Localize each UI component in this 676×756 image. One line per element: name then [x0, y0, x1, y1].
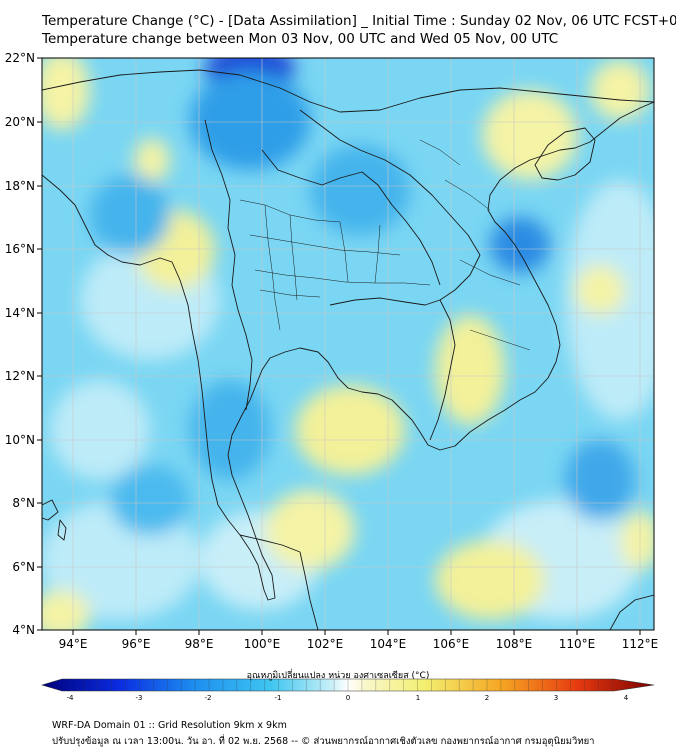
map-title-line1: Temperature Change (°C) - [Data Assimila… — [42, 13, 676, 29]
lat-label-8: 8°N — [12, 496, 35, 510]
footer-update-info: ปรับปรุงข้อมูล ณ เวลา 13:00น. วัน อา. ที… — [52, 736, 595, 747]
lat-label-4: 4°N — [12, 623, 35, 637]
border-malaysia-coast — [299, 551, 319, 630]
lon-label-110: 110°E — [559, 637, 596, 651]
lon-label-98: 98°E — [185, 637, 214, 651]
lat-label-10: 10°N — [5, 433, 35, 447]
lon-label-94: 94°E — [59, 637, 88, 651]
temperature-field — [42, 58, 654, 630]
lon-label-106: 106°E — [433, 637, 470, 651]
colorbar-tick-label-2: 2 — [485, 694, 489, 702]
footer-model-info: WRF-DA Domain 01 :: Grid Resolution 9km … — [52, 720, 287, 731]
lat-label-18: 18°N — [5, 179, 35, 193]
lat-label-20: 20°N — [5, 115, 35, 129]
map-title-line2: Temperature change between Mon 03 Nov, 0… — [42, 31, 559, 47]
coastline-sumatra — [42, 499, 59, 521]
lon-label-96: 96°E — [122, 637, 151, 651]
colorbar-tick-labels: -4 -3 -2 -1 0 1 2 3 4 — [67, 694, 629, 702]
border-thailand-laos — [261, 149, 441, 286]
border-cambodia-vietnam — [429, 299, 456, 441]
coastlines-and-borders — [42, 69, 654, 630]
border-china-north — [42, 69, 654, 113]
colorbar-label: อุณหภูมิเปลี่ยนแปลง หน่วย องศาเซลเซียส (… — [246, 671, 430, 681]
lon-label-100: 100°E — [244, 637, 281, 651]
coastline-mainland — [42, 101, 654, 601]
provinces-thailand — [239, 199, 431, 331]
colorbar-tick-label-4: 4 — [624, 694, 629, 702]
lon-ticks — [72, 630, 641, 635]
lat-label-14: 14°N — [5, 306, 35, 320]
lat-label-16: 16°N — [5, 242, 35, 256]
colorbar-tick-label-neg4: -4 — [67, 694, 75, 702]
lon-label-102: 102°E — [307, 637, 344, 651]
lon-label-108: 108°E — [496, 637, 533, 651]
colorbar-tick-label-1: 1 — [416, 694, 420, 702]
lat-label-12: 12°N — [5, 369, 35, 383]
lat-label-6: 6°N — [12, 560, 35, 574]
coastline-hainan — [534, 127, 596, 181]
colorbar-tick-label-neg2: -2 — [205, 694, 212, 702]
colorbar-ticks — [83, 679, 613, 691]
lat-ticks — [37, 57, 42, 631]
border-laos-vietnam — [299, 109, 481, 291]
colorbar-tick-label-3: 3 — [554, 694, 558, 702]
colorbar-gradient — [40, 678, 655, 692]
coastline-borneo — [609, 594, 654, 630]
border-myanmar-thailand — [204, 119, 253, 411]
colorbar-tick-label-neg3: -3 — [136, 694, 143, 702]
provinces-vietnam — [419, 139, 531, 351]
map-frame — [41, 57, 655, 631]
lon-label-112: 112°E — [622, 637, 659, 651]
colorbar-tick-label-neg1: -1 — [275, 694, 282, 702]
colorbar-tick-label-0: 0 — [346, 694, 350, 702]
graticule — [42, 58, 654, 630]
lat-label-22: 22°N — [5, 51, 35, 65]
colorbar: -4 -3 -2 -1 0 1 2 3 4 — [40, 678, 655, 702]
lon-label-104: 104°E — [370, 637, 407, 651]
coastline-andaman — [57, 519, 67, 541]
border-thailand-malaysia — [239, 534, 301, 553]
